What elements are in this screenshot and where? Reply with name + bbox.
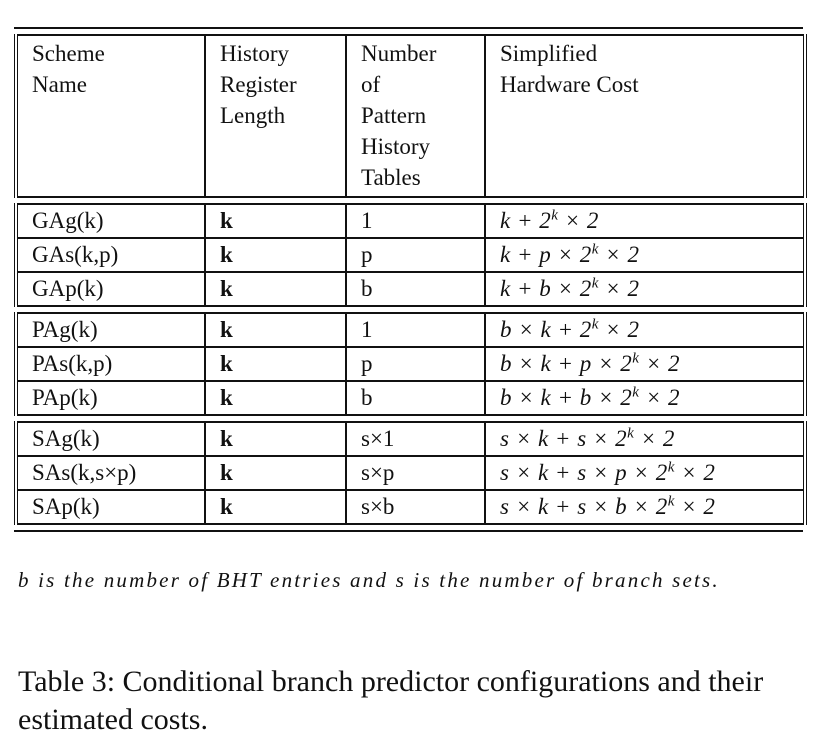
header-text: Simplified [500, 41, 598, 66]
table-row: SAp(k) k s×b s × k + s × b × 2k × 2 [14, 489, 807, 525]
table-row: PAp(k) k b b × k + b × 2k × 2 [14, 380, 807, 416]
length-cell: k [204, 455, 347, 491]
scheme-cell: PAp(k) [14, 380, 206, 416]
cost-cell: k + p × 2k × 2 [484, 237, 807, 273]
tables-cell: s×b [345, 489, 486, 525]
length-cell: k [204, 346, 347, 382]
header-text: Hardware Cost [500, 72, 639, 97]
header-history-register-length: History Register Length [204, 34, 347, 198]
header-scheme-name: Scheme Name [14, 34, 206, 198]
header-text: Number [361, 41, 437, 66]
header-hardware-cost: Simplified Hardware Cost [484, 34, 807, 198]
scheme-cell: PAs(k,p) [14, 346, 206, 382]
exponent: k [591, 241, 599, 258]
group-separator [16, 414, 805, 423]
tables-cell: b [345, 380, 486, 416]
tables-cell: s×p [345, 455, 486, 491]
table-row: GAp(k) k b k + b × 2k × 2 [14, 271, 807, 307]
length-cell: k [204, 489, 347, 525]
exponent: k [667, 493, 675, 510]
table-row: PAg(k) k 1 b × k + 2k × 2 [14, 312, 807, 348]
scheme-cell: SAs(k,s×p) [14, 455, 206, 491]
cost-cell: b × k + 2k × 2 [484, 312, 807, 348]
tables-cell: 1 [345, 203, 486, 239]
scheme-cell: SAg(k) [14, 421, 206, 457]
scheme-cell: SAp(k) [14, 489, 206, 525]
scheme-cell: GAp(k) [14, 271, 206, 307]
table-row: SAg(k) k s×1 s × k + s × 2k × 2 [14, 421, 807, 457]
header-text: Register [220, 72, 297, 97]
exponent: k [667, 459, 675, 476]
exponent: k [632, 384, 640, 401]
header-text: History [220, 41, 289, 66]
cost-cell: b × k + p × 2k × 2 [484, 346, 807, 382]
exponent: k [632, 350, 640, 367]
scheme-cell: GAs(k,p) [14, 237, 206, 273]
tables-cell: p [345, 237, 486, 273]
header-text: Pattern [361, 103, 427, 128]
cost-cell: k + b × 2k × 2 [484, 271, 807, 307]
exponent: k [591, 316, 599, 333]
predictor-table-wrapper: Scheme Name History Register Length Numb… [14, 34, 807, 525]
cost-cell: s × k + s × 2k × 2 [484, 421, 807, 457]
cost-cell: s × k + s × p × 2k × 2 [484, 455, 807, 491]
table-row: SAs(k,s×p) k s×p s × k + s × p × 2k × 2 [14, 455, 807, 491]
table-row: PAs(k,p) k p b × k + p × 2k × 2 [14, 346, 807, 382]
tables-cell: b [345, 271, 486, 307]
tables-cell: p [345, 346, 486, 382]
scheme-cell: GAg(k) [14, 203, 206, 239]
header-number-pattern-tables: Number of Pattern History Tables [345, 34, 486, 198]
length-cell: k [204, 312, 347, 348]
length-cell: k [204, 271, 347, 307]
header-text: of [361, 72, 381, 97]
group-separator [16, 305, 805, 314]
table-row: GAg(k) k 1 k + 2k × 2 [14, 203, 807, 239]
header-text: Tables [361, 165, 421, 190]
exponent: k [591, 275, 599, 292]
header-text: Name [32, 72, 87, 97]
tables-cell: 1 [345, 312, 486, 348]
group-separator [16, 196, 805, 205]
exponent: k [551, 207, 559, 224]
exponent: k [627, 425, 635, 442]
bottom-rule [14, 530, 803, 532]
length-cell: k [204, 237, 347, 273]
cost-cell: k + 2k × 2 [484, 203, 807, 239]
predictor-table: Scheme Name History Register Length Numb… [14, 34, 807, 525]
cost-cell: s × k + s × b × 2k × 2 [484, 489, 807, 525]
length-cell: k [204, 421, 347, 457]
header-text: Scheme [32, 41, 105, 66]
length-cell: k [204, 380, 347, 416]
header-text: History [361, 134, 430, 159]
scheme-cell: PAg(k) [14, 312, 206, 348]
cost-cell: b × k + b × 2k × 2 [484, 380, 807, 416]
tables-cell: s×1 [345, 421, 486, 457]
table-header-row: Scheme Name History Register Length Numb… [14, 34, 807, 198]
header-text: Length [220, 103, 286, 128]
top-rule [14, 27, 803, 29]
table-caption: Table 3: Conditional branch predictor co… [18, 665, 764, 736]
table-row: GAs(k,p) k p k + p × 2k × 2 [14, 237, 807, 273]
table-footnote: b is the number of BHT entries and s is … [18, 568, 720, 592]
length-cell: k [204, 203, 347, 239]
